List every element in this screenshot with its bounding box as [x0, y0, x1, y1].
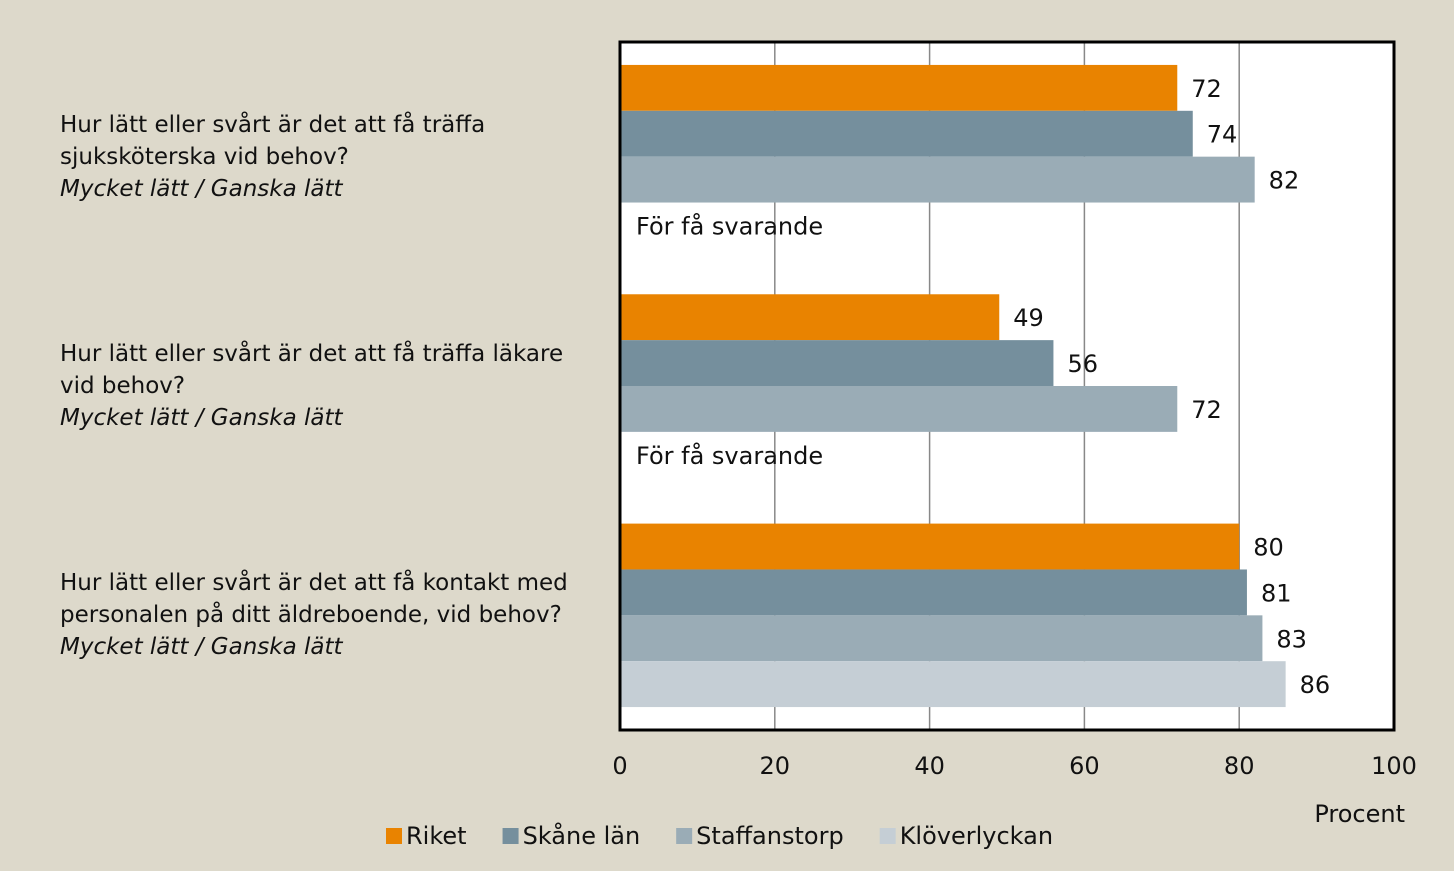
category-question: Hur lätt eller svårt är det att få träff… [60, 111, 486, 170]
x-tick-label: 60 [1069, 752, 1100, 780]
legend-label: Riket [406, 822, 467, 850]
value-label: 74 [1207, 121, 1238, 149]
category-note: Mycket lätt / Ganska lätt [60, 405, 343, 431]
value-label: 82 [1269, 167, 1300, 195]
bar [620, 615, 1263, 662]
x-tick-label: 100 [1371, 752, 1417, 780]
x-tick-label: 0 [612, 752, 627, 780]
value-label: 72 [1191, 396, 1222, 424]
value-label: För få svarande [636, 211, 823, 240]
legend-swatch [502, 828, 519, 844]
value-label: 83 [1276, 625, 1307, 653]
bar [620, 294, 1000, 341]
category-note: Mycket lätt / Ganska lätt [60, 634, 343, 661]
category-question: Hur lätt eller svårt är det att få konta… [60, 570, 568, 629]
bar [620, 523, 1240, 570]
value-label: 56 [1067, 350, 1098, 378]
bar [620, 569, 1247, 616]
category-note: Mycket lätt / Ganska lätt [60, 175, 343, 202]
bar [620, 64, 1178, 111]
legend-label: Skåne län [523, 821, 641, 850]
bar [620, 110, 1193, 157]
value-label: 80 [1253, 534, 1284, 562]
bar [620, 386, 1178, 432]
bar [620, 661, 1286, 708]
bar [620, 156, 1255, 203]
bar [620, 340, 1054, 386]
value-label: För få svarande [636, 441, 823, 470]
x-tick-label: 20 [760, 752, 791, 780]
legend-swatch [676, 828, 693, 844]
category-label: Hur lätt eller svårt är det att få träff… [60, 338, 595, 434]
value-label: 49 [1013, 304, 1044, 332]
category-label: Hur lätt eller svårt är det att få träff… [60, 109, 595, 205]
value-label: 81 [1261, 579, 1292, 607]
legend-label: Staffanstorp [696, 822, 844, 850]
x-tick-label: 40 [914, 752, 945, 780]
legend-label: Klöverlyckan [900, 822, 1053, 850]
x-tick-label: 80 [1224, 752, 1255, 780]
category-label: Hur lätt eller svårt är det att få konta… [60, 567, 595, 663]
legend-swatch [879, 828, 896, 844]
x-axis-label: Procent [1314, 800, 1405, 828]
legend-swatch [386, 828, 402, 844]
value-label: 72 [1191, 75, 1222, 103]
category-question: Hur lätt eller svårt är det att få träff… [60, 341, 564, 399]
value-label: 86 [1300, 671, 1331, 699]
plot-border [618, 40, 1396, 732]
